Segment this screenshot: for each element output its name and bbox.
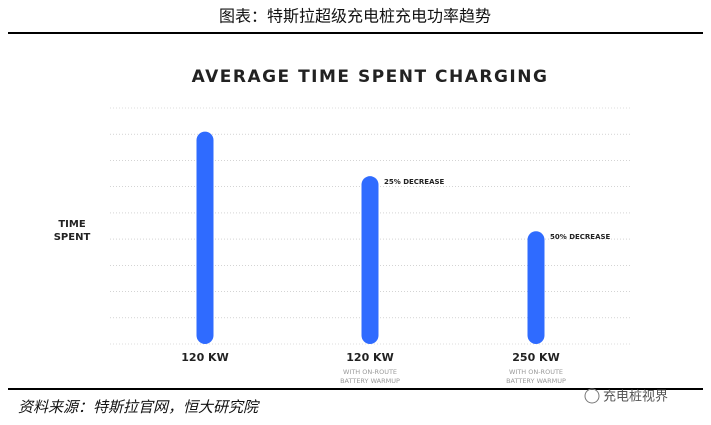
category-note: BATTERY WARMUP (506, 377, 566, 385)
category-note: WITH ON-ROUTE (509, 368, 563, 376)
annotation: 25% DECREASE (384, 178, 445, 186)
category-note: WITH ON-ROUTE (343, 368, 397, 376)
source-note: 资料来源：特斯拉官网，恒大研究院 (18, 398, 260, 416)
y-axis-label: SPENT (54, 232, 91, 243)
x-tick-label: 120 KW (346, 351, 393, 364)
watermark-icon (584, 388, 600, 404)
bar (527, 231, 545, 344)
bar (196, 131, 214, 344)
watermark: 充电桩视界 (603, 389, 668, 405)
page-title: 图表：特斯拉超级充电桩充电功率趋势 (219, 7, 491, 26)
x-tick-label: 120 KW (181, 351, 228, 364)
x-tick-label: 250 KW (512, 351, 559, 364)
bar (361, 176, 379, 344)
y-axis-label: TIME (58, 219, 85, 230)
annotation: 50% DECREASE (550, 233, 611, 241)
chart-title: AVERAGE TIME SPENT CHARGING (192, 67, 549, 87)
category-note: BATTERY WARMUP (340, 377, 400, 385)
